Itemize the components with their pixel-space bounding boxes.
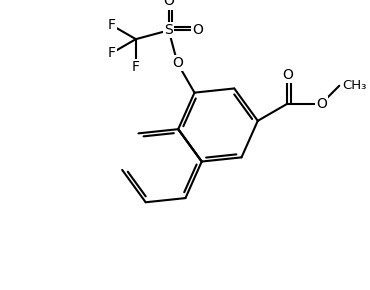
Text: O: O [163,0,174,8]
Text: F: F [132,60,140,74]
Text: F: F [108,18,116,32]
Text: O: O [282,68,293,82]
Text: O: O [192,23,203,37]
Text: O: O [316,97,327,111]
Text: O: O [172,56,183,70]
Text: CH₃: CH₃ [342,79,367,92]
Text: F: F [108,46,116,60]
Text: S: S [164,23,173,37]
